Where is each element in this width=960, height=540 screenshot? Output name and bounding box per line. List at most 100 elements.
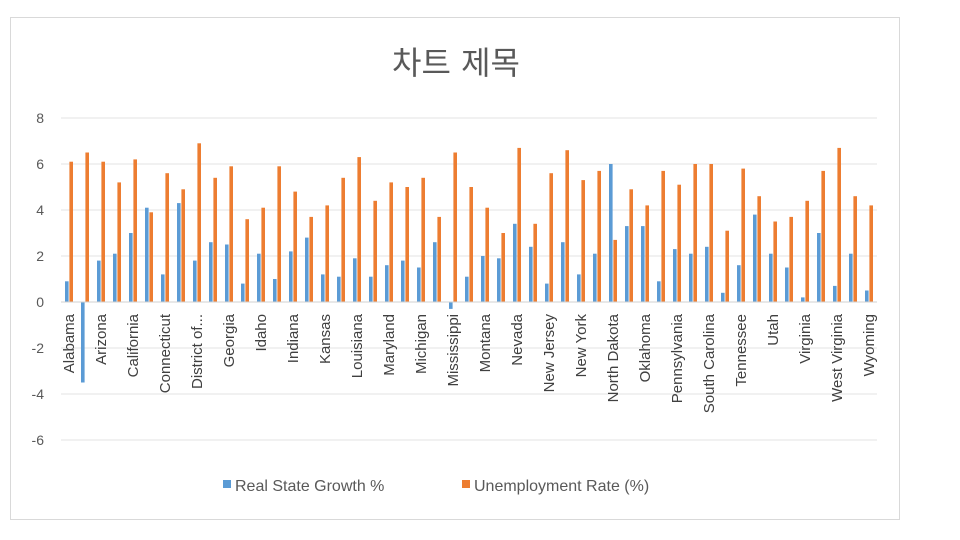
bar-unemployment (837, 147, 841, 302)
bar-growth (113, 253, 117, 302)
y-axis: -6 -4 -2 0 2 4 6 8 (32, 110, 45, 448)
bar-growth (225, 244, 229, 302)
x-tick-label: District of... (189, 314, 206, 389)
bar-growth (497, 258, 501, 302)
bar-unemployment (805, 200, 809, 302)
bar-unemployment (261, 207, 265, 302)
bar-growth (529, 246, 533, 302)
bar-unemployment (229, 166, 233, 302)
bar-unemployment (149, 212, 153, 302)
bar-growth (433, 242, 437, 302)
bar-growth (81, 302, 85, 383)
x-tick-label: Idaho (253, 314, 270, 352)
bar-unemployment (421, 177, 425, 302)
bar-unemployment (341, 177, 345, 302)
bar-growth (865, 290, 869, 302)
bar-growth (209, 242, 213, 302)
bar-growth (449, 302, 453, 309)
bar-unemployment (645, 205, 649, 302)
bar-growth (561, 242, 565, 302)
chart-canvas: 차트 제목 -6 -4 -2 0 2 4 6 8 Alabama Arizona Californ… (32, 44, 878, 495)
bar-unemployment (85, 152, 89, 302)
bar-growth (257, 253, 261, 302)
bar-growth (417, 267, 421, 302)
bar-unemployment (357, 157, 361, 302)
bar-growth (801, 297, 805, 302)
bar-unemployment (165, 173, 169, 302)
bar-unemployment (789, 216, 793, 302)
bar-growth (465, 276, 469, 302)
bar-unemployment (565, 150, 569, 302)
bar-unemployment (389, 182, 393, 302)
bar-unemployment (709, 164, 713, 302)
bar-unemployment (133, 159, 137, 302)
bar-unemployment (373, 200, 377, 302)
bar-growth (849, 253, 853, 302)
x-tick-label: New York (573, 314, 590, 378)
bars (65, 143, 873, 383)
x-tick-label: Montana (477, 313, 494, 372)
bar-unemployment (485, 207, 489, 302)
bar-unemployment (693, 164, 697, 302)
bar-growth (785, 267, 789, 302)
bar-unemployment (213, 177, 217, 302)
bar-growth (641, 226, 645, 302)
bar-growth (817, 233, 821, 302)
bar-growth (577, 274, 581, 302)
bar-growth (689, 253, 693, 302)
bar-unemployment (613, 239, 617, 302)
bar-unemployment (549, 173, 553, 302)
bar-growth (369, 276, 373, 302)
x-tick-label: California (125, 313, 142, 377)
x-tick-label: South Carolina (701, 313, 718, 413)
x-tick-label: Louisiana (349, 313, 366, 378)
bar-growth (401, 260, 405, 302)
bar-growth (753, 214, 757, 302)
bar-growth (721, 292, 725, 302)
bar-growth (305, 237, 309, 302)
bar-unemployment (773, 221, 777, 302)
x-tick-label: Utah (765, 314, 782, 346)
bar-unemployment (821, 170, 825, 302)
x-tick-label: Alabama (61, 313, 78, 373)
y-tick-label: -6 (32, 432, 45, 448)
bar-growth (593, 253, 597, 302)
legend-label-unemployment: Unemployment Rate (%) (474, 478, 649, 495)
x-tick-label: Kansas (317, 314, 334, 364)
bar-growth (385, 265, 389, 302)
legend-label-growth: Real State Growth % (235, 478, 384, 495)
x-tick-label: Tennessee (733, 314, 750, 387)
bar-growth (65, 281, 69, 302)
bar-growth (129, 233, 133, 302)
bar-unemployment (405, 187, 409, 302)
x-tick-label: West Virginia (829, 313, 846, 401)
bar-growth (769, 253, 773, 302)
bar-growth (737, 265, 741, 302)
bar-unemployment (725, 230, 729, 302)
x-tick-label: Pennsylvania (669, 313, 686, 403)
y-tick-label: 4 (36, 202, 44, 218)
x-tick-label: Georgia (221, 313, 238, 367)
bar-unemployment (325, 205, 329, 302)
bar-unemployment (69, 161, 73, 302)
bar-growth (545, 283, 549, 302)
bar-unemployment (581, 180, 585, 302)
bar-unemployment (197, 143, 201, 302)
bar-unemployment (661, 170, 665, 302)
bar-growth (337, 276, 341, 302)
y-tick-label: 2 (36, 248, 44, 264)
bar-growth (609, 164, 613, 302)
bar-growth (657, 281, 661, 302)
x-tick-label: Maryland (381, 314, 398, 376)
bar-unemployment (869, 205, 873, 302)
x-tick-label: Wyoming (861, 314, 878, 376)
y-tick-label: -4 (32, 386, 45, 402)
x-tick-label: Arizona (93, 313, 110, 365)
x-axis: Alabama Arizona California Connecticut Distr… (61, 301, 878, 413)
bar-unemployment (437, 216, 441, 302)
bar-unemployment (245, 219, 249, 302)
bar-unemployment (741, 168, 745, 302)
bar-growth (513, 223, 517, 302)
bar-unemployment (853, 196, 857, 302)
bar-unemployment (453, 152, 457, 302)
